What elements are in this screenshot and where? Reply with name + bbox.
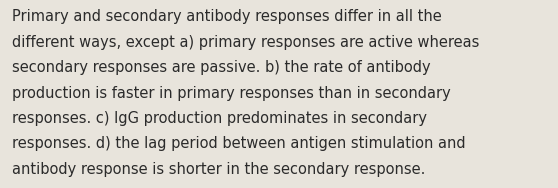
Text: responses. d) the lag period between antigen stimulation and: responses. d) the lag period between ant… [12,136,466,151]
Text: Primary and secondary antibody responses differ in all the: Primary and secondary antibody responses… [12,9,442,24]
Text: secondary responses are passive. b) the rate of antibody: secondary responses are passive. b) the … [12,60,431,75]
Text: antibody response is shorter in the secondary response.: antibody response is shorter in the seco… [12,162,426,177]
Text: production is faster in primary responses than in secondary: production is faster in primary response… [12,86,451,101]
Text: responses. c) IgG production predominates in secondary: responses. c) IgG production predominate… [12,111,427,126]
Text: different ways, except a) primary responses are active whereas: different ways, except a) primary respon… [12,35,480,50]
